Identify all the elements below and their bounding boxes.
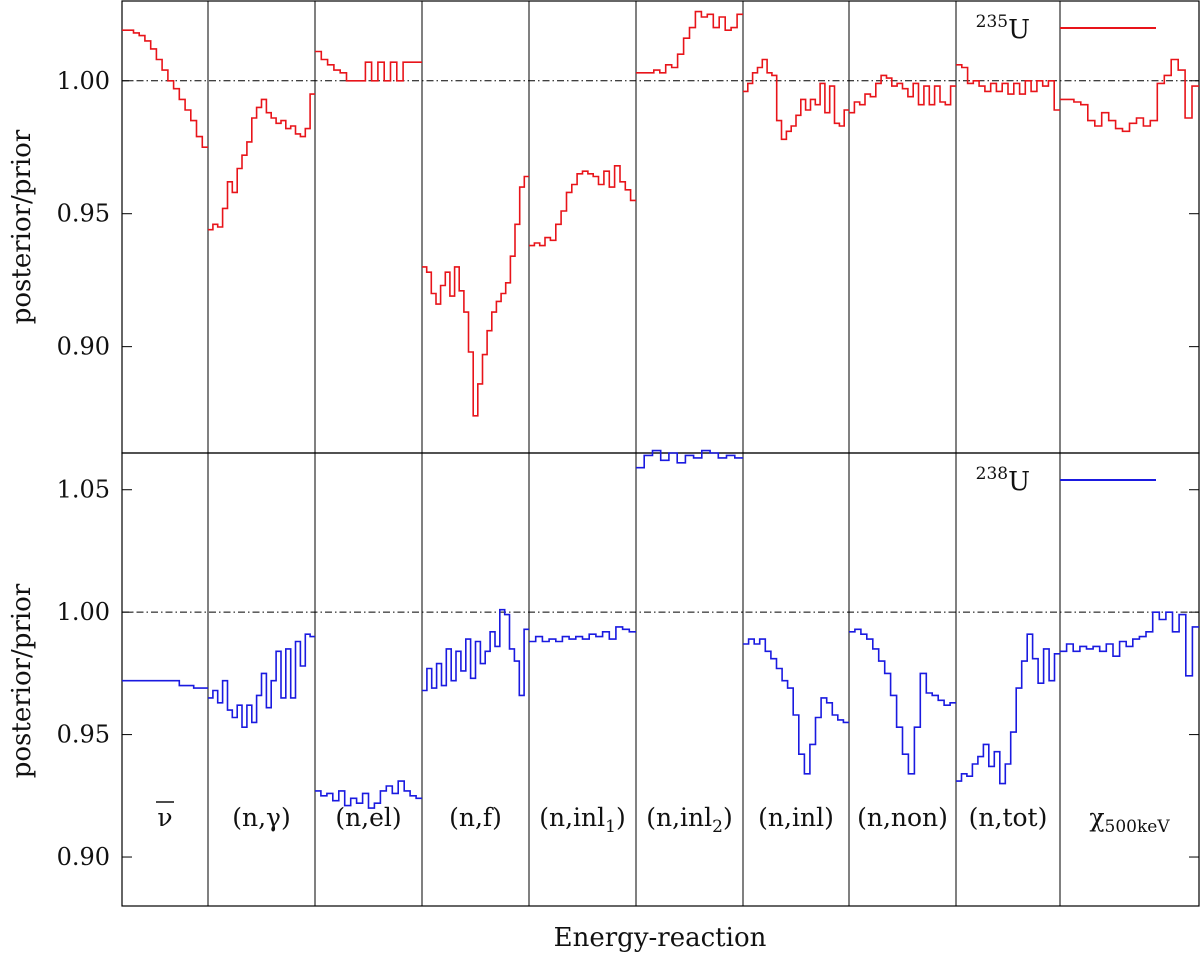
legend: 238U	[976, 464, 1156, 497]
x-axis-title: Energy-reaction	[554, 923, 767, 953]
series-step-line-238U-region-4	[422, 608, 529, 697]
series-step-line-235U-region-10	[1060, 58, 1199, 133]
series-step-line-238U-region-10	[1060, 611, 1199, 677]
series-step-line-238U-region-6	[636, 449, 743, 469]
legend-mass-number: 235	[976, 12, 1008, 32]
y-tick-label: 1.00	[57, 598, 110, 626]
region-label: χ500keV	[1089, 803, 1170, 837]
region-label: (n,non)	[857, 803, 948, 832]
legend-element-symbol: U	[1008, 467, 1030, 497]
series-step-line-235U-region-6	[636, 10, 743, 74]
series-step-line-235U-region-8	[849, 74, 956, 114]
y-tick-label: 0.95	[57, 721, 110, 749]
legend-label: 235U	[976, 12, 1030, 45]
y-tick-label: 1.05	[57, 476, 110, 504]
region-label: (n,inl2)	[646, 803, 733, 837]
y-tick-label: 0.90	[57, 843, 110, 871]
region-label: (n,inl)	[758, 803, 834, 832]
series-step-line-235U-region-3	[315, 50, 422, 82]
series-step-line-238U-region-1	[122, 679, 208, 689]
legend-label: 238U	[976, 464, 1030, 497]
series-step-line-238U-region-2	[208, 633, 315, 728]
region-label: ν	[157, 803, 172, 832]
legend: 235U	[976, 12, 1156, 45]
series-step-line-235U-region-9	[956, 64, 1060, 111]
y-axis-title: posterior/prior	[7, 583, 37, 778]
series-step-line-235U-region-1	[122, 29, 208, 148]
region-label: (n,inl1)	[539, 803, 626, 837]
series-step-line-235U-region-2	[208, 93, 315, 231]
y-tick-label: 1.00	[57, 67, 110, 95]
y-tick-label: 0.95	[57, 200, 110, 228]
region-label: (n,el)	[335, 803, 401, 832]
y-tick-label: 0.90	[57, 333, 110, 361]
series-step-line-235U-region-4	[422, 175, 529, 417]
legend-mass-number: 238	[976, 464, 1008, 484]
plot-frame	[121, 0, 1200, 454]
region-label: (n,f)	[449, 803, 502, 832]
y-axis-title: posterior/prior	[7, 129, 37, 324]
series-step-line-235U-region-5	[529, 165, 636, 247]
series-step-line-235U-region-7	[743, 58, 849, 141]
region-label: (n,tot)	[969, 803, 1048, 832]
series-step-line-238U-region-8	[849, 628, 956, 775]
series-step-line-238U-region-5	[529, 626, 636, 643]
top-panel: 0.90 0.95 1.00 posterior/prior 235U	[7, 0, 1200, 454]
region-label: (n,γ)	[232, 803, 291, 832]
series-step-line-238U-region-7	[743, 638, 849, 775]
series-step-line-238U-region-9	[956, 633, 1060, 785]
series-step-line-238U-region-3	[315, 780, 422, 809]
legend-element-symbol: U	[1008, 15, 1030, 45]
